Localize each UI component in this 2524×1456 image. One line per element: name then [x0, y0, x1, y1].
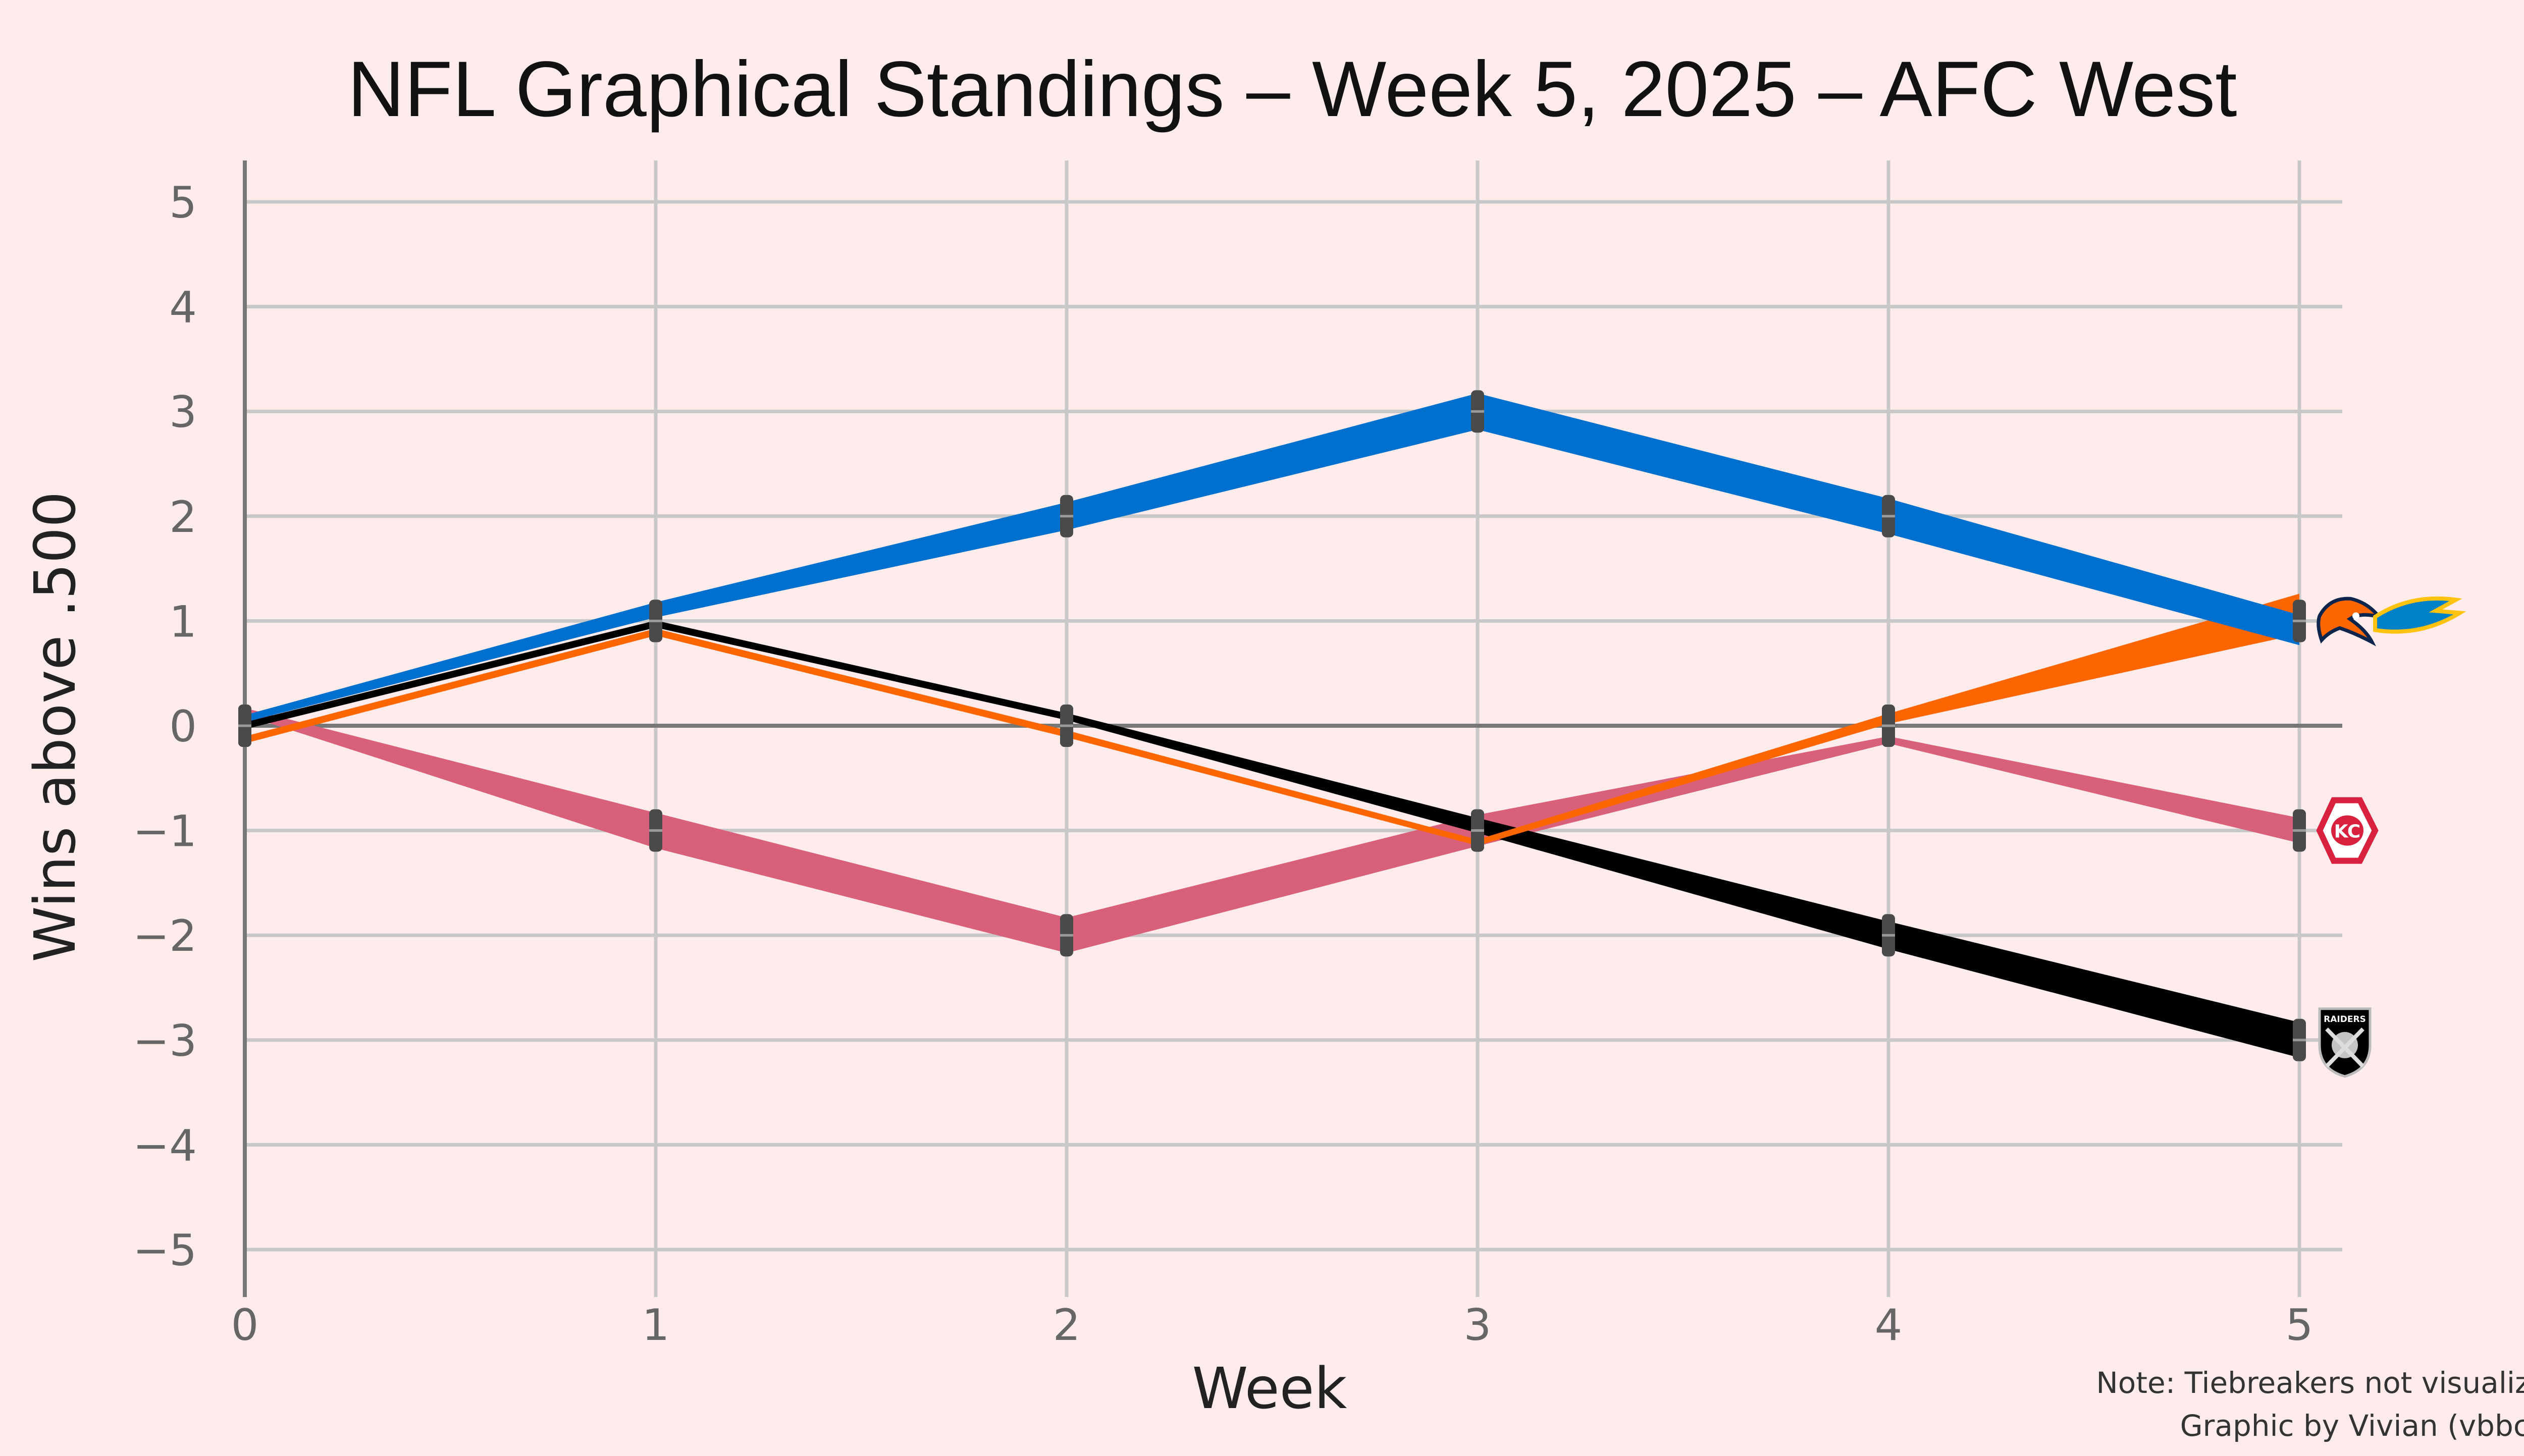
series-segment-broncos	[1067, 730, 1478, 846]
y-tick-label: −2	[133, 911, 197, 961]
raiders-logo-icon: RAIDERS	[2318, 1007, 2372, 1078]
x-axis-title: Week	[1192, 1356, 1347, 1422]
series-segment-chargers	[245, 602, 656, 722]
y-tick-label: −4	[133, 1120, 197, 1171]
series-segment-chargers	[1478, 393, 1888, 534]
x-tick-label: 2	[1053, 1300, 1081, 1351]
chiefs-monogram: KC	[2334, 822, 2361, 842]
chiefs-oval	[2331, 815, 2363, 846]
axis-layer: 5 4 3 2 1 0 −1 −2 −3 −4 −5 0 1 2 3 4 5	[133, 160, 2342, 1351]
y-tick-label: −5	[133, 1225, 197, 1276]
series-segment-broncos	[656, 628, 1067, 737]
series-segment-broncos	[1888, 594, 2299, 724]
series-segment-raiders	[1888, 921, 2299, 1058]
x-tick-label: 5	[2286, 1300, 2313, 1351]
grid-layer	[245, 160, 2342, 1297]
broncos-eye	[2352, 612, 2359, 620]
series-segment-chiefs	[245, 708, 656, 848]
x-tick-label: 1	[642, 1300, 670, 1351]
series-segment-chiefs	[1888, 736, 2299, 843]
y-tick-label: 5	[169, 178, 197, 228]
y-tick-label: 1	[169, 597, 197, 647]
marker-layer	[238, 390, 2306, 1061]
broncos-horse-head	[2317, 597, 2384, 646]
x-tick-label: 4	[1875, 1300, 1903, 1351]
chiefs-logo-icon: KC	[2316, 797, 2379, 864]
y-tick-label: 4	[169, 283, 197, 333]
chart-title: NFL Graphical Standings – Week 5, 2025 –…	[347, 45, 2237, 133]
series-segment-chargers	[1067, 393, 1478, 530]
series-segment-chargers	[656, 502, 1067, 618]
series-segment-broncos	[1478, 714, 1888, 846]
y-tick-label: −3	[133, 1016, 197, 1066]
note-tiebreakers: Note: Tiebreakers not visualized	[2096, 1366, 2524, 1400]
series-segment-chiefs	[656, 813, 1067, 953]
chargers-bolt	[2373, 596, 2466, 634]
y-tick-label: 2	[169, 492, 197, 543]
series-segment-raiders	[1478, 818, 1888, 949]
series-layer	[245, 393, 2299, 1058]
y-tick-label: −1	[133, 806, 197, 857]
x-tick-label: 3	[1464, 1300, 1492, 1351]
chargers-logo-icon	[2373, 596, 2466, 634]
series-segment-chiefs	[1067, 815, 1478, 953]
y-axis-title: Wins above .500	[23, 492, 88, 962]
series-segment-broncos	[245, 628, 656, 743]
logo-layer: KC RAIDERS	[2316, 596, 2466, 1078]
series-segment-raiders	[245, 620, 656, 729]
broncos-logo-icon	[2317, 597, 2384, 646]
y-tick-label: 3	[169, 387, 197, 438]
x-tick-label: 0	[231, 1300, 259, 1351]
raiders-wordmark: RAIDERS	[2324, 1014, 2366, 1024]
series-segment-chargers	[1888, 498, 2299, 645]
series-segment-chiefs	[1478, 736, 1888, 846]
series-segment-raiders	[656, 620, 1067, 720]
y-tick-label: 0	[169, 702, 197, 752]
raiders-sword-b	[2325, 1028, 2364, 1068]
series-segment-raiders	[1067, 713, 1478, 833]
note-credit: Graphic by Vivian (vbbcla)	[2180, 1409, 2524, 1443]
